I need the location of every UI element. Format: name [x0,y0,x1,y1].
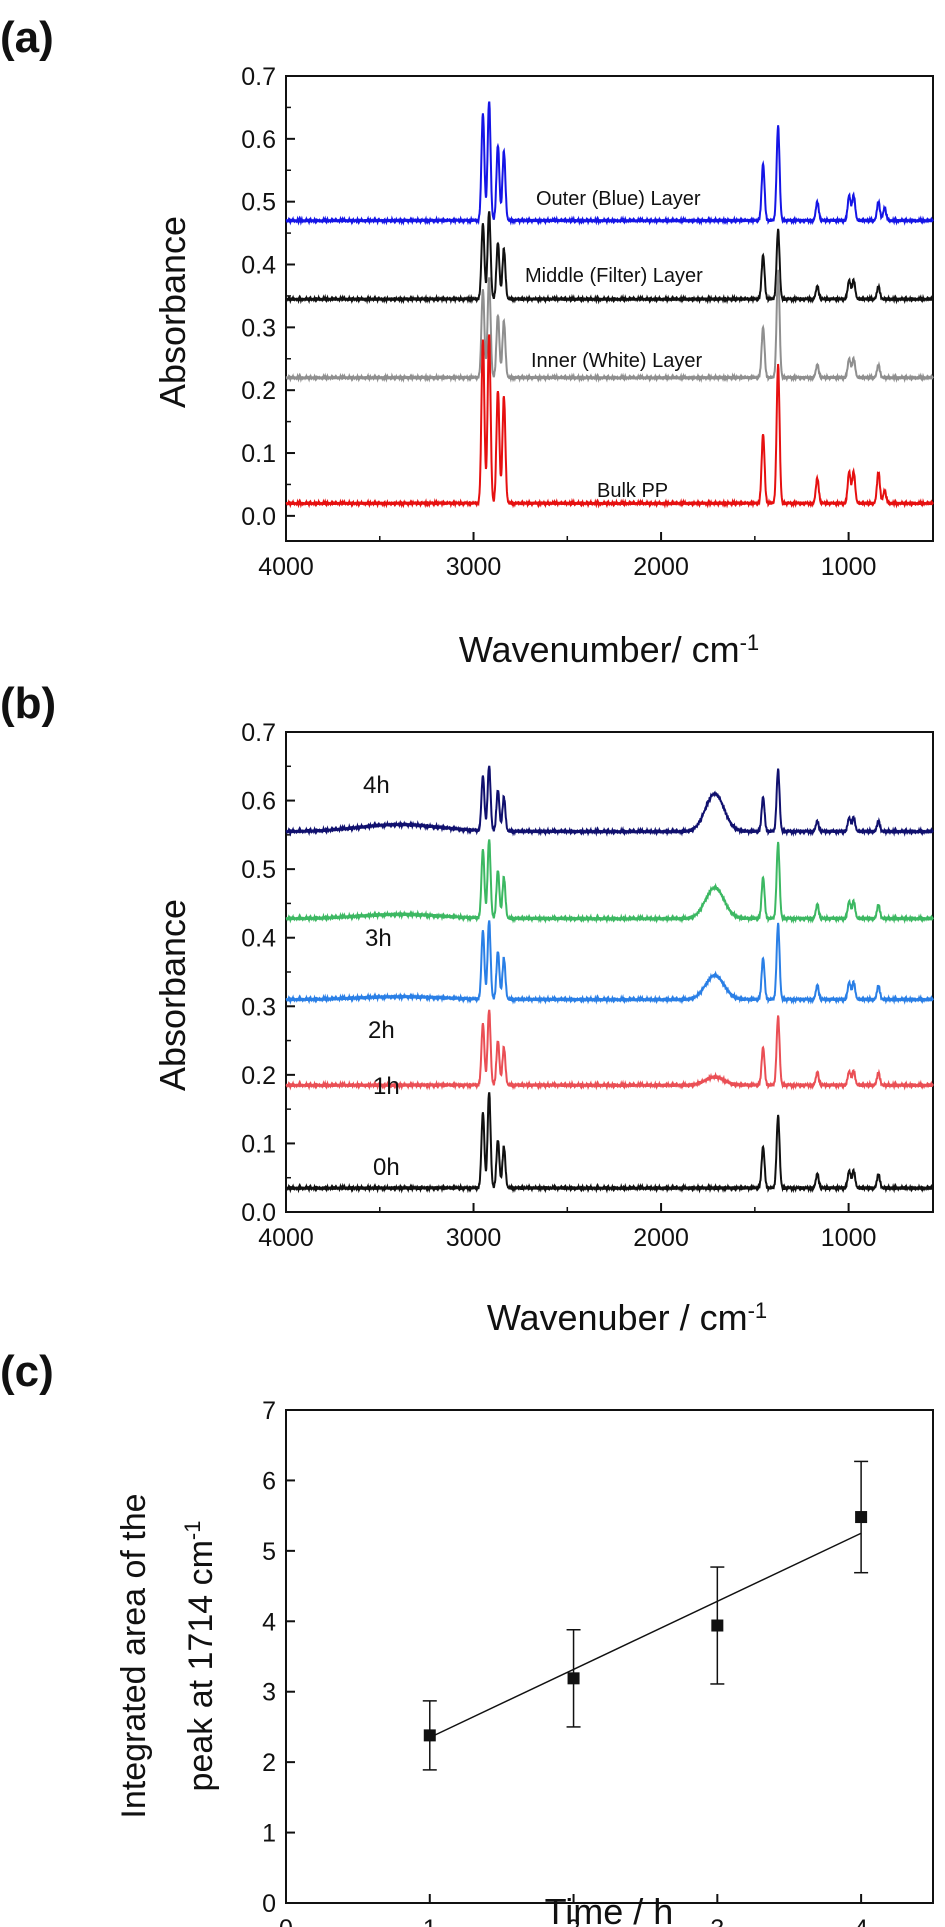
data-point [855,1511,868,1524]
x-tick-label: 0 [279,1915,293,1927]
y-axis-title-b: Absorbance [152,899,193,1091]
panel-c: (c) 0 1 2 3 4 0 1 2 3 4 5 6 7 Time / h I… [0,1347,934,1927]
spectrum-line-0h [285,1092,934,1194]
panel-label-b: (b) [0,679,56,728]
data-point [711,1619,724,1632]
x-axis-title-b: Wavenuber / cm-1 [487,1297,767,1338]
plot-frame-c [285,1409,934,1904]
y-tick-label: 0.6 [241,788,276,816]
spectrum-line-middle-filter-layer [285,211,934,305]
spectrum-line-outer-blue-layer [285,101,934,226]
plot-frame-a [285,75,934,542]
series-annotation-bulk: Bulk PP [597,480,668,502]
x-axis-title-a: Wavenumber/ cm-1 [459,629,759,670]
spectrum-line-4h [285,765,934,837]
series-annotation-0h: 0h [373,1154,400,1181]
panel-label-a: (a) [0,13,54,62]
y-tick-label: 7 [262,1397,276,1425]
series-annotation-4h: 4h [363,772,390,799]
fit-line [429,1532,862,1739]
x-axis-title-c: Time / h [545,1891,674,1927]
spectrum-line-3h [285,839,934,925]
y-tick-label: 0.3 [241,314,276,342]
y-tick-label: 5 [262,1538,276,1566]
y-tick-label: 0.4 [241,252,276,280]
x-tick-label: 2000 [633,1224,689,1252]
y-tick-label: 0.2 [241,1062,276,1090]
y-tick-label: 1 [262,1820,276,1848]
y-axis-title-c-line2: peak at 1714 cm-1 [180,1521,221,1792]
spectrum-line-1h [285,1009,934,1091]
x-tick-label: 2 [567,1915,581,1927]
series-b [285,765,934,1194]
y-tick-label: 3 [262,1679,276,1707]
data-point [567,1672,580,1685]
series-c [422,1460,869,1771]
data-point [423,1729,436,1742]
x-tick-label: 3000 [446,1224,502,1252]
y-tick-label: 0.4 [241,925,276,953]
panel-label-c: (c) [0,1347,54,1396]
x-tick-label: 4 [854,1915,868,1927]
series-annotation-inner: Inner (White) Layer [531,350,703,372]
ticks-c [285,1409,863,1904]
series-annotation-3h: 3h [365,925,392,952]
y-tick-label: 0.0 [241,503,276,531]
series-annotation-1h: 1h [373,1073,400,1100]
y-tick-label: 0.1 [241,1130,276,1158]
y-tick-label: 0.5 [241,856,276,884]
x-tick-label: 3 [710,1915,724,1927]
y-tick-label: 4 [262,1608,276,1636]
y-tick-label: 0.0 [241,1199,276,1227]
x-tick-label: 1000 [821,1224,877,1252]
y-axis-title-c-line1: Integrated area of the [115,1493,153,1818]
x-tick-label: 2000 [633,553,689,581]
y-tick-label: 0 [262,1890,276,1918]
x-tick-label: 4000 [258,553,314,581]
x-tick-label: 1 [423,1915,437,1927]
y-axis-title-a: Absorbance [152,216,193,408]
panel-a: (a) 4000 3000 2000 1000 0.0 0.1 0.2 0.3 … [0,13,934,670]
y-tick-label: 0.2 [241,377,276,405]
x-tick-label: 4000 [258,1224,314,1252]
series-a [285,101,934,509]
spectrum-line-inner-white-layer [285,269,934,383]
y-tick-label: 0.1 [241,440,276,468]
x-tick-label: 1000 [821,553,877,581]
panel-b: (b) 4000 3000 2000 1000 0.0 0.1 0.2 0.3 … [0,679,934,1338]
y-tick-label: 2 [262,1749,276,1777]
ticks-a [285,75,850,541]
spectrum-line-2h [285,920,934,1005]
series-annotation-2h: 2h [368,1017,395,1044]
series-annotation-outer: Outer (Blue) Layer [536,188,701,210]
plot-frame-b [285,731,934,1213]
y-tick-label: 6 [262,1467,276,1495]
y-tick-label: 0.7 [241,719,276,747]
x-tick-label: 3000 [446,553,502,581]
ticks-b [285,731,850,1213]
spectrum-line-bulk-pp [285,334,934,509]
y-tick-label: 0.5 [241,189,276,217]
y-tick-label: 0.7 [241,63,276,91]
y-tick-label: 0.6 [241,126,276,154]
y-tick-label: 0.3 [241,993,276,1021]
series-annotation-middle: Middle (Filter) Layer [525,265,703,287]
